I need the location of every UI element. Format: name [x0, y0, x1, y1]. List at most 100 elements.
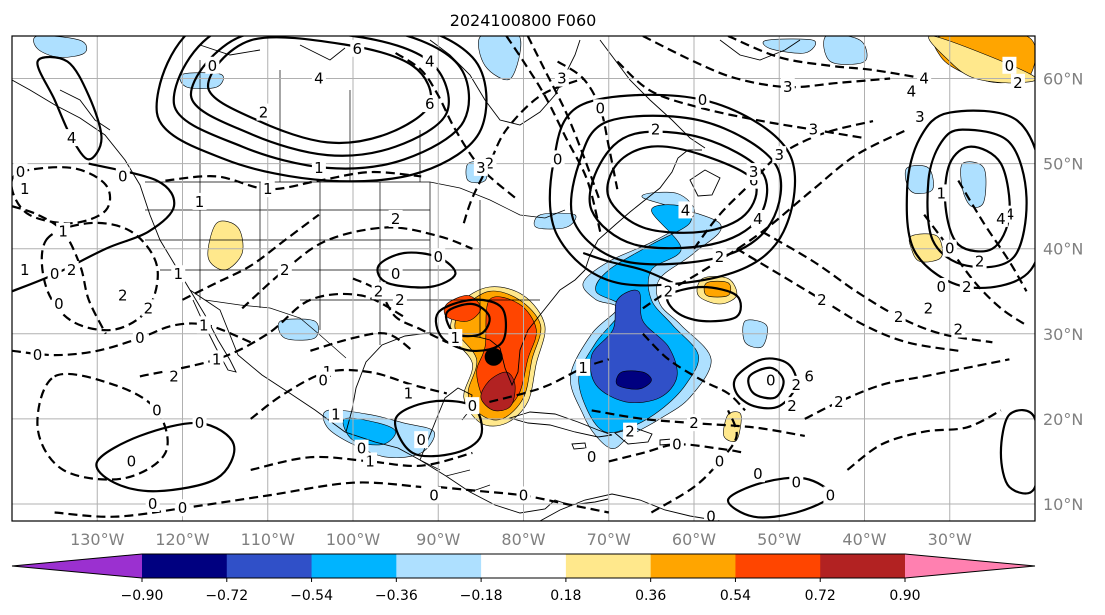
contour-label: 1: [936, 184, 946, 202]
contour-label: 3: [915, 108, 925, 126]
contour-label: 0: [945, 240, 955, 258]
contour-label: 4: [753, 210, 763, 228]
longitude-tick-label: 60°W: [672, 530, 716, 549]
shading-region-11: [207, 220, 244, 271]
contour-label-bg: [750, 465, 765, 483]
contour-label: 1: [404, 384, 414, 402]
coastlines: [12, 39, 801, 521]
contour-label-bg: [516, 486, 531, 504]
contour-label-bg: [972, 252, 987, 270]
contour-label: 0: [135, 329, 145, 347]
contour-label: 0: [766, 372, 776, 390]
contour-label-bg: [316, 371, 331, 389]
contour-label-bg: [166, 367, 181, 385]
contour-label-bg: [648, 120, 663, 138]
positive-contour-10: [582, 251, 674, 284]
colorbar-cell: [226, 554, 313, 578]
colorbar-level-label: −0.36: [375, 588, 418, 604]
longitude-tick-label: 30°W: [928, 530, 972, 549]
contour-label-bg: [746, 163, 761, 181]
coastline-north-america: [12, 79, 609, 514]
contour-label-bg: [934, 278, 949, 296]
contour-label: 0: [33, 346, 43, 364]
border-us-mexico: [204, 299, 347, 359]
contour-label-bg: [712, 452, 727, 470]
contour-label: 0: [553, 150, 563, 168]
contour-label-bg: [780, 78, 795, 96]
contour-label-bg: [56, 222, 71, 240]
contour-label-bg: [576, 358, 591, 376]
shading-region-7: [590, 289, 678, 404]
contour-label-bg: [789, 473, 804, 491]
contour-label-bg: [132, 329, 147, 347]
contour-label: 2: [625, 423, 635, 441]
contour-label: 0: [318, 372, 328, 390]
contour-label: 4: [681, 201, 691, 219]
contour-label-bg: [661, 282, 676, 300]
contour-label-bg: [789, 375, 804, 393]
contour-label-bg: [993, 209, 1008, 227]
latitude-tick-labels: 60°N 50°N 40°N 30°N 20°N 10°N: [1043, 70, 1083, 514]
colorbar-level-label: −0.90: [121, 588, 164, 604]
longitude-tick-label: 50°W: [757, 530, 801, 549]
negative-contour-35: [352, 277, 448, 344]
contour-label: 0: [698, 91, 708, 109]
negative-contour-39: [526, 36, 602, 203]
negative-contour-44: [642, 36, 891, 89]
latitude-tick-label: 40°N: [1043, 240, 1083, 259]
contour-label: 0: [715, 452, 725, 470]
negative-contour-58: [182, 213, 320, 301]
contour-label: 0: [587, 448, 597, 466]
contour-label: 2: [664, 282, 674, 300]
latitude-tick-label: 30°N: [1043, 325, 1083, 344]
contour-label-bg: [175, 499, 190, 517]
contour-label-bg: [196, 316, 211, 334]
contour-label: 3: [749, 163, 759, 181]
shading-region-19: [33, 36, 88, 58]
contour-label: 1: [212, 350, 222, 368]
contour-label-bg: [465, 397, 480, 415]
longitude-tick-label: 40°W: [842, 530, 886, 549]
contour-label-bg: [192, 414, 207, 432]
contour-label-bg: [256, 103, 271, 121]
contour-label: 1: [195, 193, 205, 211]
colorbar-level-label: 0.18: [550, 588, 581, 604]
negative-contour-36: [462, 77, 584, 224]
colorbar-cell: [565, 554, 652, 578]
colorbar-cell: [650, 554, 736, 578]
contour-label-bg: [141, 299, 156, 317]
map-title: 2024100800 F060: [450, 11, 597, 30]
contour-label: 2: [924, 299, 934, 317]
colorbar-cells: [11, 553, 1036, 579]
contour-label-bg: [687, 414, 701, 432]
contour-label-bg: [712, 248, 727, 266]
contour-label: 2: [144, 299, 154, 317]
contour-label-bg: [584, 448, 599, 466]
colorbar-level-label: 0.36: [635, 588, 666, 604]
contour-label-bg: [904, 82, 919, 100]
contour-label-bg: [64, 260, 79, 278]
contour-label-bg: [209, 350, 224, 368]
colorbar: −0.90 −0.72 −0.54 −0.36 −0.18 0.18 0.36 0.54 0.7…: [11, 553, 1036, 604]
contour-label: 2: [975, 252, 985, 270]
contour-label: 1: [331, 406, 341, 424]
latitude-tick-label: 10°N: [1043, 495, 1083, 514]
contour-label-bg: [354, 439, 369, 457]
contour-label: 4: [1005, 206, 1015, 224]
contour-label: 6: [352, 40, 362, 58]
latitude-tick-label: 50°N: [1043, 155, 1083, 174]
contour-label-bg: [115, 286, 130, 304]
colorbar-level-label: −0.18: [460, 588, 503, 604]
contour-label-bg: [814, 290, 829, 308]
latitude-tick-label: 20°N: [1043, 410, 1083, 429]
contour-label-bg: [831, 392, 846, 410]
contour-label: 3: [809, 121, 819, 139]
contour-label-bg: [145, 494, 160, 512]
contour-label-bg: [891, 307, 906, 325]
contour-label: 0: [519, 486, 529, 504]
contour-label-bg: [802, 367, 817, 385]
contour-label: 2: [67, 261, 77, 279]
coastline-south-america: [539, 493, 721, 521]
colorbar-level-label: 0.90: [889, 588, 920, 604]
